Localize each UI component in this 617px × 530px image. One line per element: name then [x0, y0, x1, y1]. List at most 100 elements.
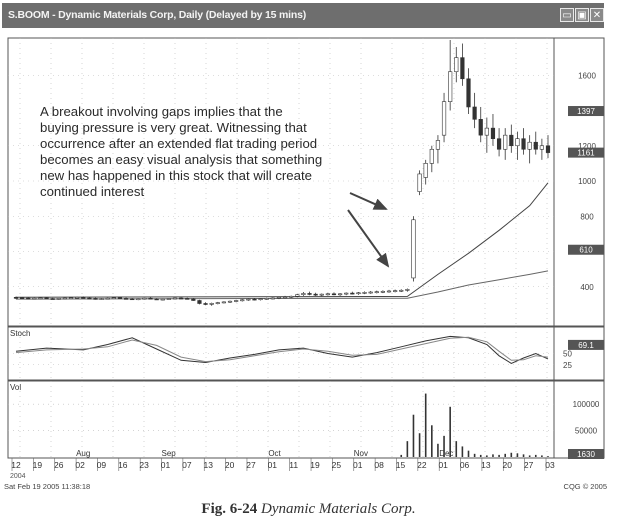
volume-tick-label: 100000: [573, 400, 600, 409]
candle-body: [545, 145, 551, 153]
x-tick-label: 12: [11, 460, 21, 470]
candle-body: [527, 141, 532, 150]
price-tick-label: 400: [580, 283, 594, 292]
candle-body: [478, 119, 483, 136]
candle-body: [123, 298, 129, 300]
x-tick-label: 13: [204, 460, 214, 470]
x-tick-label: 20: [503, 460, 513, 470]
candle-body: [466, 78, 471, 108]
candle-body: [337, 293, 343, 296]
candle-body: [270, 297, 275, 300]
status-timestamp: Sat Feb 19 2005 11:38:18: [4, 482, 90, 491]
arrow-lower-gap: [347, 209, 390, 268]
candle-body: [227, 300, 233, 303]
x-tick-label: 06: [460, 460, 470, 470]
status-copyright: CQG © 2005: [564, 482, 607, 491]
stoch-value-box: [568, 339, 604, 350]
candle-body: [521, 138, 526, 150]
candle-body: [258, 298, 263, 301]
candle-body: [240, 299, 245, 302]
candle-body: [276, 297, 282, 299]
x-tick-label: 03: [545, 460, 555, 470]
candle-body: [429, 148, 434, 164]
volume-tick-label: 50000: [575, 427, 598, 436]
current-price-label: 1161: [577, 149, 595, 158]
x-tick-label: 19: [33, 460, 43, 470]
restore-button[interactable]: ▣: [575, 8, 589, 22]
candle-body: [221, 301, 227, 304]
candle-body: [252, 298, 257, 301]
annotation-line: continued interest: [40, 184, 144, 199]
candle-body: [289, 295, 294, 298]
candle-body: [166, 298, 171, 300]
volume-value-label: 1630: [577, 450, 595, 459]
candle-body: [344, 292, 349, 295]
last-price-label: 1397: [577, 107, 595, 116]
panel-frame-3: [7, 380, 605, 459]
chart-area: 40060080010001200160013971161610A breako…: [4, 37, 607, 491]
x-tick-label: 01: [438, 460, 448, 470]
candle-body: [539, 145, 544, 150]
figure-number: Fig. 6-24: [201, 501, 258, 517]
x-month-label: Sep: [162, 449, 177, 458]
candle-body: [368, 291, 373, 294]
candle-body: [362, 292, 367, 294]
x-month-label: Nov: [354, 449, 368, 458]
current-price-label-box: [568, 147, 604, 158]
annotation-line: new has happened in this stock that will…: [40, 168, 312, 183]
x-tick-label: 08: [374, 460, 384, 470]
x-month-label: Oct: [268, 449, 281, 458]
candle-body: [399, 289, 404, 292]
candle-body: [56, 298, 61, 300]
x-month-label: Aug: [76, 449, 90, 458]
moving-average-price-label-box: [568, 244, 604, 255]
candle-body: [105, 297, 110, 300]
x-tick-label: 22: [417, 460, 427, 470]
stoch-tick-label: 50: [563, 350, 572, 359]
candle-body: [325, 293, 330, 296]
x-tick-label: 16: [118, 460, 128, 470]
candle-body: [13, 297, 19, 299]
moving-average-slow-line: [15, 270, 549, 300]
figure-title: Dynamic Materials Corp.: [261, 501, 416, 517]
candle-body: [246, 298, 251, 301]
candle-body: [68, 297, 74, 299]
last-price-label-box: [568, 106, 604, 117]
candle-body: [386, 290, 392, 293]
candle-body: [93, 298, 98, 300]
candle-body: [38, 297, 43, 300]
close-button[interactable]: ✕: [590, 8, 604, 22]
panel-frame-2: [7, 326, 605, 381]
candle-body: [26, 297, 31, 300]
x-tick-label: 26: [54, 460, 64, 470]
candle-body: [448, 71, 453, 102]
x-tick-label: 11: [289, 460, 298, 470]
candle-body: [509, 134, 514, 147]
candle-body: [405, 289, 410, 291]
x-tick-label: 15: [396, 460, 406, 470]
stoch-panel-label: Stoch: [10, 329, 30, 338]
x-tick-label: 01: [161, 460, 171, 470]
candle-body: [20, 297, 25, 299]
annotation-line: buying pressure is very great. Witnessin…: [40, 120, 307, 135]
minimize-button[interactable]: ▭: [560, 8, 574, 22]
candle-body: [472, 106, 477, 120]
candle-body: [185, 298, 190, 300]
candle-body: [117, 297, 123, 299]
candle-body: [374, 291, 379, 293]
candle-body: [191, 298, 196, 301]
x-tick-label: 07: [182, 460, 192, 470]
arrow-upper-gap: [349, 192, 388, 210]
candle-body: [380, 291, 385, 293]
candle-body: [484, 127, 489, 136]
stoch-tick-label: 25: [563, 361, 572, 370]
candle-body: [490, 127, 496, 139]
moving-average-price-label: 610: [579, 246, 593, 255]
candle-body: [503, 134, 508, 150]
candle-body: [393, 290, 398, 292]
volume-panel-label: Vol: [10, 383, 21, 392]
candle-body: [136, 298, 141, 301]
candle-body: [32, 297, 37, 300]
candle-body: [62, 297, 68, 300]
candle-body: [172, 297, 178, 300]
